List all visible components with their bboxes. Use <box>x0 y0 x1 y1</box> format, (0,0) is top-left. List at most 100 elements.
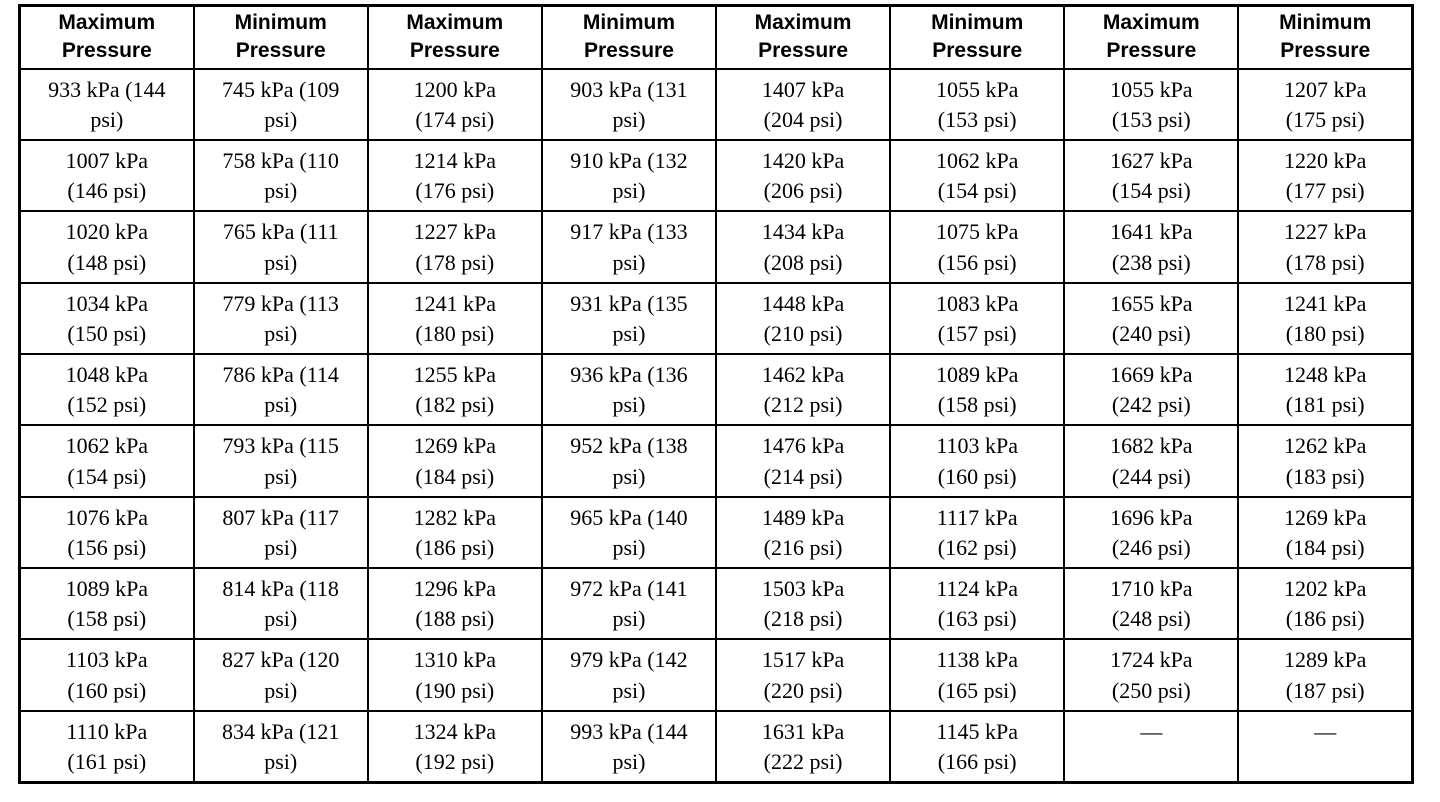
pressure-cell: 1476 kPa (214 psi) <box>714 424 892 498</box>
pressure-cell: 1420 kPa (206 psi) <box>714 139 892 213</box>
pressure-cell: 1227 kPa (178 psi) <box>1237 210 1414 284</box>
pressure-cell: 1627 kPa (154 psi) <box>1063 139 1240 213</box>
pressure-cell: 1241 kPa (180 psi) <box>366 281 543 356</box>
column-header-1: Maximum Pressure <box>18 4 195 70</box>
pressure-cell: 979 kPa (142 psi) <box>540 638 718 712</box>
pressure-cell: 1227 kPa (178 psi) <box>366 210 543 284</box>
pressure-cell: 758 kPa (110 psi) <box>192 139 369 213</box>
pressure-cell: 933 kPa (144 psi) <box>18 67 195 142</box>
pressure-cell: 931 kPa (135 psi) <box>540 281 718 356</box>
pressure-cell: 1296 kPa (188 psi) <box>366 566 543 641</box>
pressure-cell: 1269 kPa (184 psi) <box>1237 495 1414 569</box>
pressure-cell: 1407 kPa (204 psi) <box>714 67 892 142</box>
pressure-cell: 1089 kPa (158 psi) <box>889 352 1066 427</box>
table-row: 1020 kPa (148 psi) 765 kPa (111 psi) 1227 … <box>18 210 1414 284</box>
pressure-cell: 1048 kPa (152 psi) <box>18 352 195 427</box>
pressure-cell: 1075 kPa (156 psi) <box>889 210 1066 284</box>
pressure-cell: 1282 kPa (186 psi) <box>366 495 543 569</box>
pressure-cell: 1696 kPa (246 psi) <box>1063 495 1240 569</box>
table-row: 1089 kPa (158 psi) 814 kPa (118 psi) 1296 … <box>18 566 1414 641</box>
table-row: 933 kPa (144 psi) 745 kPa (109 psi) 1200 k… <box>18 67 1414 142</box>
pressure-cell: 1055 kPa (153 psi) <box>1063 67 1240 142</box>
table-head: Maximum Pressure Minimum Pressure Maximum … <box>18 4 1414 70</box>
pressure-cell: 1220 kPa (177 psi) <box>1237 139 1414 213</box>
pressure-cell: 1055 kPa (153 psi) <box>889 67 1066 142</box>
pressure-cell: 1710 kPa (248 psi) <box>1063 566 1240 641</box>
pressure-cell: 1117 kPa (162 psi) <box>889 495 1066 569</box>
pressure-cell: 1076 kPa (156 psi) <box>18 495 195 569</box>
column-header-6: Minimum Pressure <box>889 4 1066 70</box>
pressure-cell: 1631 kPa (222 psi) <box>714 709 892 784</box>
pressure-cell: 1682 kPa (244 psi) <box>1063 424 1240 498</box>
pressure-cell: 936 kPa (136 psi) <box>540 352 718 427</box>
pressure-cell: 1103 kPa (160 psi) <box>18 638 195 712</box>
pressure-cell: 1324 kPa (192 psi) <box>366 709 543 784</box>
pressure-cell: 1241 kPa (180 psi) <box>1237 281 1414 356</box>
pressure-cell: 1207 kPa (175 psi) <box>1237 67 1414 142</box>
pressure-cell: 910 kPa (132 psi) <box>540 139 718 213</box>
pressure-cell: 827 kPa (120 psi) <box>192 638 369 712</box>
pressure-cell: 1269 kPa (184 psi) <box>366 424 543 498</box>
pressure-cell: 1110 kPa (161 psi) <box>18 709 195 784</box>
table-row: 1076 kPa (156 psi) 807 kPa (117 psi) 1282 … <box>18 495 1414 569</box>
pressure-cell: 1310 kPa (190 psi) <box>366 638 543 712</box>
pressure-cell: 793 kPa (115 psi) <box>192 424 369 498</box>
column-header-3: Maximum Pressure <box>366 4 543 70</box>
pressure-cell: 1007 kPa (146 psi) <box>18 139 195 213</box>
pressure-cell: 1200 kPa (174 psi) <box>366 67 543 142</box>
pressure-cell: 1669 kPa (242 psi) <box>1063 352 1240 427</box>
pressure-cell: 1289 kPa (187 psi) <box>1237 638 1414 712</box>
pressure-cell: 965 kPa (140 psi) <box>540 495 718 569</box>
pressure-cell: 1202 kPa (186 psi) <box>1237 566 1414 641</box>
pressure-cell: 834 kPa (121 psi) <box>192 709 369 784</box>
pressure-cell: 1517 kPa (220 psi) <box>714 638 892 712</box>
pressure-cell: 1462 kPa (212 psi) <box>714 352 892 427</box>
pressure-cell: 1062 kPa (154 psi) <box>889 139 1066 213</box>
pressure-cell: 779 kPa (113 psi) <box>192 281 369 356</box>
pressure-cell: 1062 kPa (154 psi) <box>18 424 195 498</box>
pressure-cell: 814 kPa (118 psi) <box>192 566 369 641</box>
column-header-7: Maximum Pressure <box>1063 4 1240 70</box>
column-header-5: Maximum Pressure <box>714 4 892 70</box>
table-row: 1110 kPa (161 psi) 834 kPa (121 psi) 1324 … <box>18 709 1414 784</box>
header-row: Maximum Pressure Minimum Pressure Maximum … <box>18 4 1414 70</box>
table-row: 1007 kPa (146 psi) 758 kPa (110 psi) 1214 … <box>18 139 1414 213</box>
table-row: 1103 kPa (160 psi) 827 kPa (120 psi) 1310 … <box>18 638 1414 712</box>
pressure-cell: 1020 kPa (148 psi) <box>18 210 195 284</box>
column-header-2: Minimum Pressure <box>192 4 369 70</box>
pressure-cell: 1641 kPa (238 psi) <box>1063 210 1240 284</box>
pressure-cell: 765 kPa (111 psi) <box>192 210 369 284</box>
pressure-cell: 952 kPa (138 psi) <box>540 424 718 498</box>
pressure-cell: 807 kPa (117 psi) <box>192 495 369 569</box>
pressure-cell: 1089 kPa (158 psi) <box>18 566 195 641</box>
pressure-cell: 1124 kPa (163 psi) <box>889 566 1066 641</box>
table-body: 933 kPa (144 psi) 745 kPa (109 psi) 1200 k… <box>18 67 1414 784</box>
pressure-cell: 745 kPa (109 psi) <box>192 67 369 142</box>
pressure-cell: 993 kPa (144 psi) <box>540 709 718 784</box>
pressure-cell: 1448 kPa (210 psi) <box>714 281 892 356</box>
pressure-cell: 972 kPa (141 psi) <box>540 566 718 641</box>
pressure-cell: 1655 kPa (240 psi) <box>1063 281 1240 356</box>
table-row: 1048 kPa (152 psi) 786 kPa (114 psi) 1255 … <box>18 352 1414 427</box>
pressure-cell: 1434 kPa (208 psi) <box>714 210 892 284</box>
pressure-cell: 1214 kPa (176 psi) <box>366 139 543 213</box>
pressure-cell: 903 kPa (131 psi) <box>540 67 718 142</box>
pressure-cell: 917 kPa (133 psi) <box>540 210 718 284</box>
pressure-table: Maximum Pressure Minimum Pressure Maximum … <box>18 4 1414 784</box>
pressure-cell: 1248 kPa (181 psi) <box>1237 352 1414 427</box>
pressure-cell: 1724 kPa (250 psi) <box>1063 638 1240 712</box>
pressure-cell: 786 kPa (114 psi) <box>192 352 369 427</box>
table-row: 1034 kPa (150 psi) 779 kPa (113 psi) 1241 … <box>18 281 1414 356</box>
table-row: 1062 kPa (154 psi) 793 kPa (115 psi) 1269 … <box>18 424 1414 498</box>
pressure-cell: 1145 kPa (166 psi) <box>889 709 1066 784</box>
column-header-8: Minimum Pressure <box>1237 4 1414 70</box>
pressure-cell: 1262 kPa (183 psi) <box>1237 424 1414 498</box>
pressure-cell: 1255 kPa (182 psi) <box>366 352 543 427</box>
pressure-cell: 1503 kPa (218 psi) <box>714 566 892 641</box>
pressure-cell: 1138 kPa (165 psi) <box>889 638 1066 712</box>
pressure-cell: — <box>1063 709 1240 784</box>
pressure-cell: — <box>1237 709 1414 784</box>
pressure-cell: 1489 kPa (216 psi) <box>714 495 892 569</box>
pressure-cell: 1034 kPa (150 psi) <box>18 281 195 356</box>
